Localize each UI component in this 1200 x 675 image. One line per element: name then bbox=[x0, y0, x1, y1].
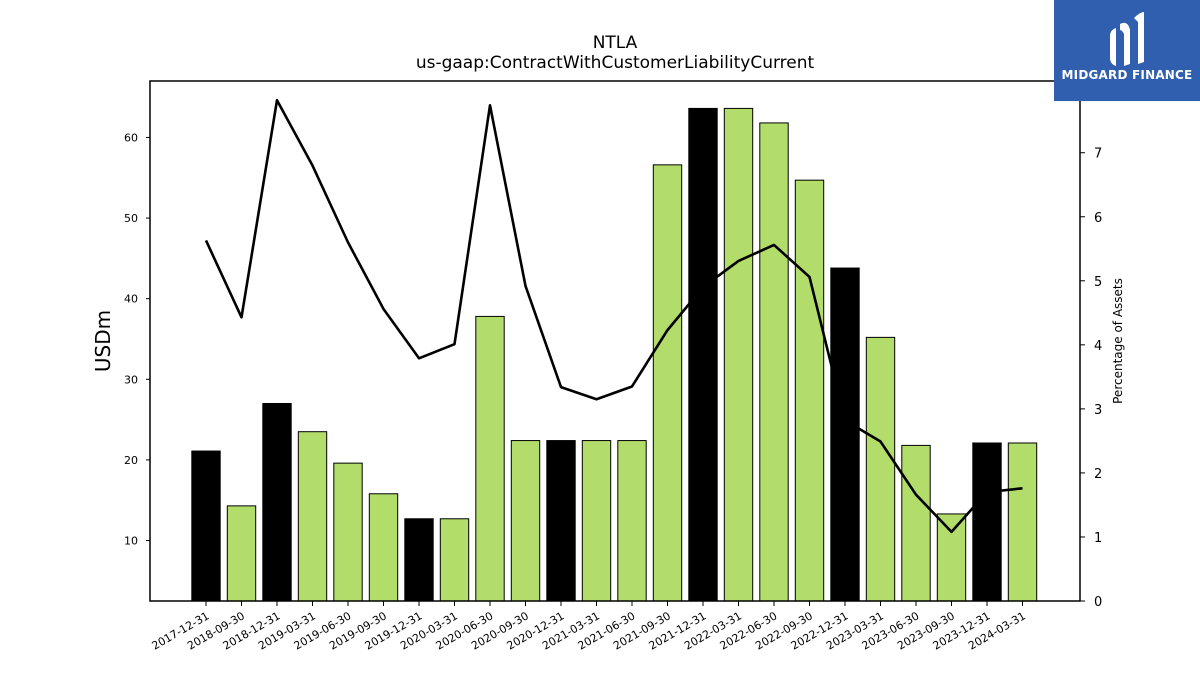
y-tick-label-40: 40 bbox=[124, 293, 138, 306]
brand-logo: MIDGARD FINANCE bbox=[1054, 0, 1200, 101]
y2-tick-label-4: 4 bbox=[1094, 339, 1102, 354]
bar-2020-09-30 bbox=[510, 440, 541, 602]
bar-2018-09-30 bbox=[226, 505, 257, 602]
bar-2023-12-31 bbox=[972, 442, 1002, 602]
bar-2020-12-31 bbox=[546, 440, 576, 602]
y2-tick-label-0: 0 bbox=[1094, 595, 1102, 610]
bar-2023-03-31 bbox=[865, 336, 896, 602]
y-tick-label-60: 60 bbox=[124, 131, 138, 144]
y-tick-label-20: 20 bbox=[124, 454, 138, 467]
bar-2024-03-31 bbox=[1007, 442, 1038, 602]
bar-2019-03-31 bbox=[297, 431, 328, 602]
y-tick-label-10: 10 bbox=[124, 535, 138, 548]
bar-2022-03-31 bbox=[723, 107, 754, 602]
bar-2018-12-31 bbox=[262, 402, 292, 602]
y2-tick-label-1: 1 bbox=[1094, 531, 1102, 546]
bar-2023-06-30 bbox=[901, 444, 931, 602]
bar-2022-06-30 bbox=[759, 122, 789, 602]
chart-title: NTLA bbox=[593, 33, 638, 53]
bar-2019-09-30 bbox=[368, 493, 399, 602]
y-axis-label: USDm bbox=[91, 310, 115, 372]
bar-2021-03-31 bbox=[581, 440, 612, 602]
line-series bbox=[204, 98, 1023, 534]
bar-2021-06-30 bbox=[617, 440, 647, 602]
y-tick-label-30: 30 bbox=[124, 373, 138, 386]
y2-tick-label-7: 7 bbox=[1094, 147, 1102, 162]
plot-frame bbox=[149, 80, 1081, 602]
bar-2017-12-31 bbox=[191, 450, 221, 602]
bar-2020-03-31 bbox=[439, 518, 470, 602]
y2-tick-label-6: 6 bbox=[1094, 211, 1102, 226]
chart-subtitle: us-gaap:ContractWithCustomerLiabilityCur… bbox=[416, 53, 815, 73]
bar-2023-09-30 bbox=[936, 513, 967, 602]
y2-tick-label-3: 3 bbox=[1094, 403, 1102, 418]
bar-2019-12-31 bbox=[404, 518, 434, 602]
bar-2021-09-30 bbox=[652, 164, 683, 602]
y2-tick-label-2: 2 bbox=[1094, 467, 1102, 482]
bar-2021-12-31 bbox=[688, 107, 718, 602]
midgard-logo-icon bbox=[1110, 12, 1144, 66]
bar-2020-06-30 bbox=[475, 315, 505, 602]
y2-tick-label-5: 5 bbox=[1094, 275, 1102, 290]
bar-2022-12-31 bbox=[830, 267, 860, 602]
bar-2022-09-30 bbox=[794, 179, 825, 602]
y-tick-label-50: 50 bbox=[124, 212, 138, 225]
y2-axis-label: Percentage of Assets bbox=[1111, 278, 1125, 404]
bar-series bbox=[191, 107, 1038, 602]
bar-2019-06-30 bbox=[333, 462, 363, 602]
percentage-line bbox=[204, 98, 1023, 534]
logo-text: MIDGARD FINANCE bbox=[1061, 68, 1193, 82]
